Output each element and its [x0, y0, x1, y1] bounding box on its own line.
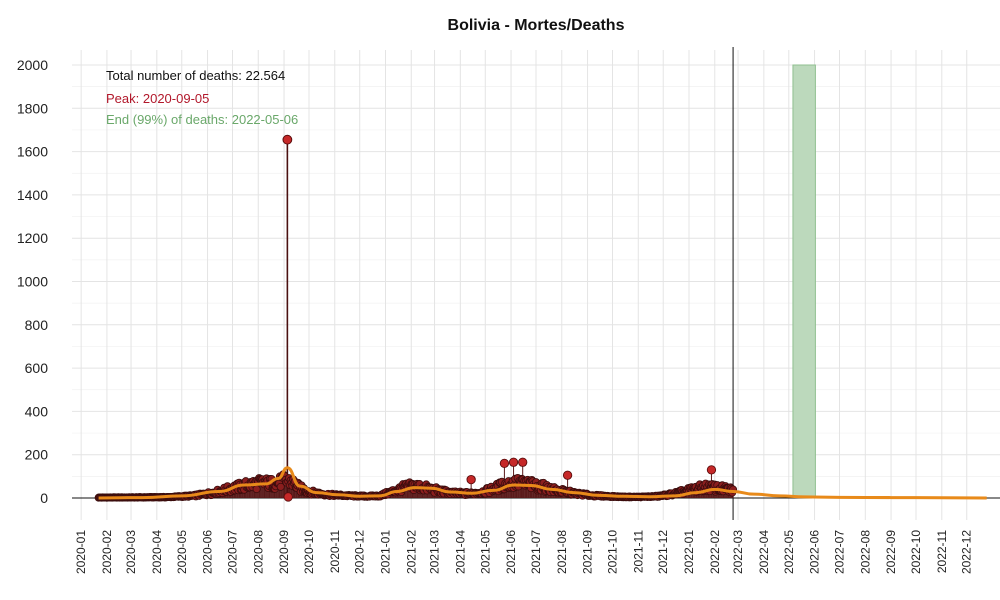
y-tick-label: 800	[25, 317, 49, 333]
x-tick-label: 2022-08	[858, 530, 872, 574]
y-tick-label: 1200	[17, 230, 48, 246]
notable-point	[466, 474, 476, 485]
y-tick-label: 1800	[17, 100, 48, 116]
x-tick-label: 2020-02	[100, 530, 114, 574]
x-tick-label: 2020-06	[201, 530, 215, 574]
daily-points-layer	[94, 134, 738, 502]
smoothed-trend-line	[98, 466, 987, 500]
x-tick-label: 2021-04	[453, 530, 467, 574]
x-tick-label: 2021-02	[404, 530, 418, 574]
x-tick-label: 2022-05	[782, 530, 796, 574]
x-tick-label: 2022-11	[935, 530, 949, 573]
notable-point	[706, 465, 717, 475]
smoothed-trend-layer	[98, 466, 987, 500]
x-tick-label: 2022-09	[884, 530, 898, 574]
y-tick-label: 1400	[17, 187, 48, 203]
x-tick-label: 2021-08	[555, 530, 569, 574]
x-tick-label: 2022-12	[960, 530, 974, 574]
daily-point	[252, 485, 261, 494]
x-tick-label: 2022-03	[731, 530, 745, 574]
x-tick-label: 2020-08	[251, 530, 265, 574]
x-tick-label: 2022-01	[682, 530, 696, 574]
y-tick-label: 0	[40, 490, 48, 506]
x-tick-label: 2020-11	[328, 530, 342, 573]
grid	[72, 50, 1000, 520]
end-band-layer	[792, 64, 816, 499]
x-tick-label: 2021-06	[504, 530, 518, 574]
chart-title: Bolivia - Mortes/Deaths	[448, 17, 625, 34]
x-tick-label: 2022-10	[909, 530, 923, 574]
notable-point	[562, 470, 573, 480]
y-tick-label: 1000	[17, 274, 48, 290]
x-tick-label: 2021-11	[631, 530, 645, 573]
end-of-deaths-band	[792, 64, 816, 499]
x-tick-label: 2020-12	[353, 530, 367, 574]
x-tick-label: 2021-10	[606, 530, 620, 574]
x-tick-label: 2022-06	[808, 530, 822, 574]
x-tick-label: 2021-09	[581, 530, 595, 574]
notable-point	[283, 492, 293, 502]
x-tick-label: 2022-04	[757, 530, 771, 574]
peak-point	[282, 134, 293, 145]
x-tick-label: 2020-07	[225, 530, 239, 574]
notable-point	[508, 457, 519, 467]
x-tick-label: 2020-01	[74, 530, 88, 574]
annotation-peak-date: Peak: 2020-09-05	[106, 91, 209, 106]
x-tick-label: 2020-09	[277, 530, 291, 574]
annotation-end-date: End (99%) of deaths: 2022-05-06	[106, 112, 298, 127]
x-tick-label: 2021-07	[529, 530, 543, 574]
y-tick-label: 400	[25, 403, 49, 419]
y-tick-label: 200	[25, 447, 49, 463]
x-tick-label: 2022-07	[833, 530, 847, 574]
y-tick-label: 600	[25, 360, 49, 376]
x-tick-label: 2021-03	[428, 530, 442, 574]
y-axis-ticks: 0 200 400 600 800 1000 1200 1400 1600 1800 2000	[17, 57, 48, 506]
daily-point	[276, 482, 285, 491]
x-tick-label: 2021-12	[656, 530, 670, 574]
y-tick-label: 2000	[17, 57, 48, 73]
x-tick-label: 2022-02	[708, 530, 722, 574]
annotation-total-deaths: Total number of deaths: 22.564	[106, 68, 285, 83]
x-tick-label: 2020-04	[150, 530, 164, 574]
notable-point	[518, 457, 528, 467]
x-tick-label: 2021-01	[378, 530, 392, 574]
x-tick-label: 2021-05	[478, 530, 492, 574]
x-tick-label: 2020-03	[124, 530, 138, 574]
x-tick-label: 2020-05	[175, 530, 189, 574]
y-tick-label: 1600	[17, 144, 48, 160]
x-axis-ticks: 2020-01 2020-02 2020-03 2020-04 2020-05 2020-…	[74, 530, 974, 574]
notable-point	[499, 458, 510, 469]
x-tick-label: 2020-10	[302, 530, 316, 574]
